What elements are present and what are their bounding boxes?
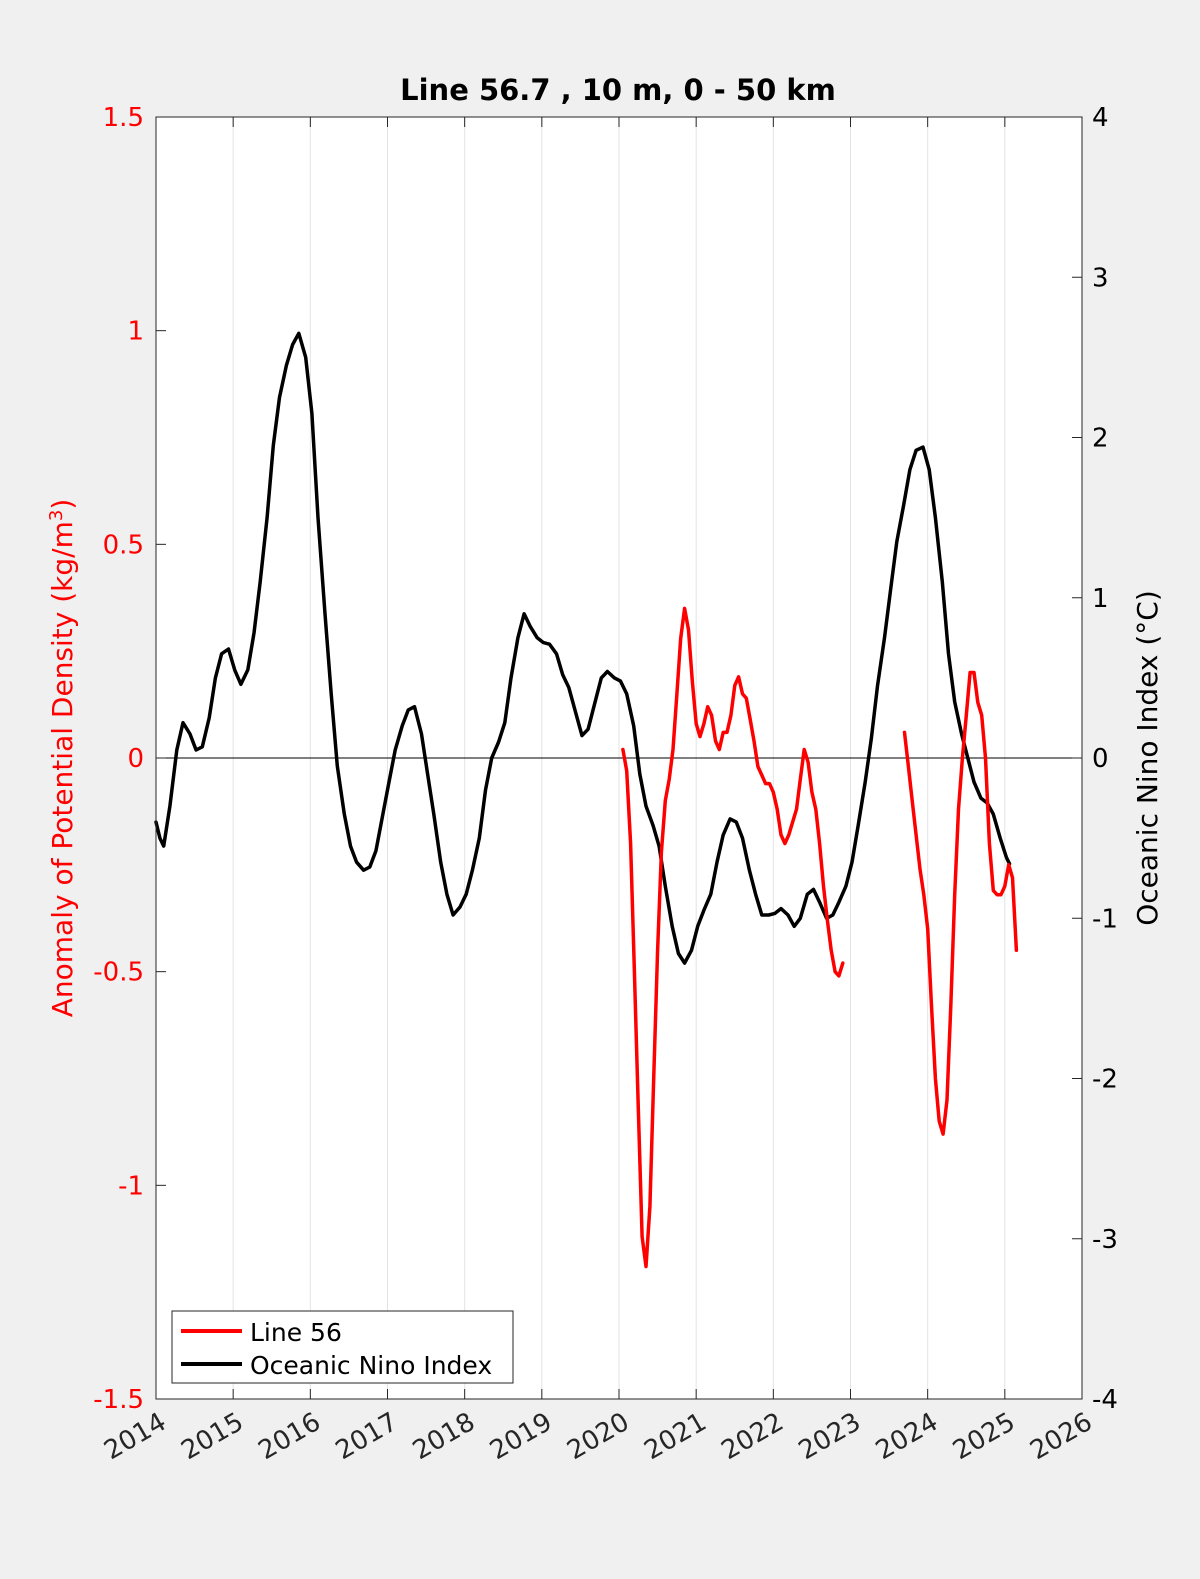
series-line56-line-segment-1 [621,606,845,1269]
series-oni-line-segment-1 [154,331,1012,965]
right-tick-label: 0 [1092,744,1109,774]
right-tick-label: -4 [1092,1385,1118,1415]
x-tick-label: 2024 [871,1407,943,1466]
legend-line56-label: Line 56 [250,1318,342,1347]
right-tick-label: 4 [1092,103,1109,133]
left-tick-label: 1 [127,317,144,347]
left-tick-label: 1.5 [103,103,144,133]
legend-oni-label: Oceanic Nino Index [250,1351,492,1380]
right-tick-label: 2 [1092,424,1109,454]
left-y-axis: -1.5 -1 -0.5 0 0.5 1 1.5 [93,103,166,1415]
right-y-axis-label: Oceanic Nino Index (°C) [1131,590,1164,926]
right-tick-label: -3 [1092,1225,1118,1255]
x-tick-label: 2016 [254,1407,326,1466]
x-tick-label: 2017 [331,1407,403,1466]
x-tick-label: 2018 [408,1407,480,1466]
right-tick-label: -1 [1092,904,1118,934]
x-tick-label: 2021 [639,1407,711,1466]
x-tick-label: 2026 [1025,1407,1097,1466]
x-tick-label: 2014 [99,1407,171,1466]
x-tick-label: 2022 [717,1407,789,1466]
left-y-axis-label: Anomaly of Potential Density (kg/m3) [46,499,80,1018]
left-tick-label: -1.5 [93,1385,144,1415]
x-tick-label: 2025 [948,1407,1020,1466]
left-tick-label: 0 [127,744,144,774]
left-tick-label: -0.5 [93,958,144,988]
right-tick-label: 1 [1092,584,1109,614]
x-tick-label: 2020 [562,1407,634,1466]
right-tick-label: -2 [1092,1065,1118,1095]
left-tick-label: 0.5 [103,530,144,560]
left-tick-label: -1 [118,1171,144,1201]
x-tick-label: 2019 [485,1407,557,1466]
right-y-axis: -4 -3 -2 -1 0 1 2 3 4 [1072,103,1118,1415]
x-tick-label: 2023 [794,1407,866,1466]
legend-box [171,1310,514,1384]
series-layer [154,331,1019,1269]
right-tick-label: 3 [1092,263,1109,293]
legend: Line 56 Oceanic Nino Index [171,1310,514,1384]
series-line56-line-segment-2 [902,670,1019,1136]
chart-title: Line 56.7 , 10 m, 0 - 50 km [400,73,836,107]
x-tick-label: 2015 [176,1407,248,1466]
